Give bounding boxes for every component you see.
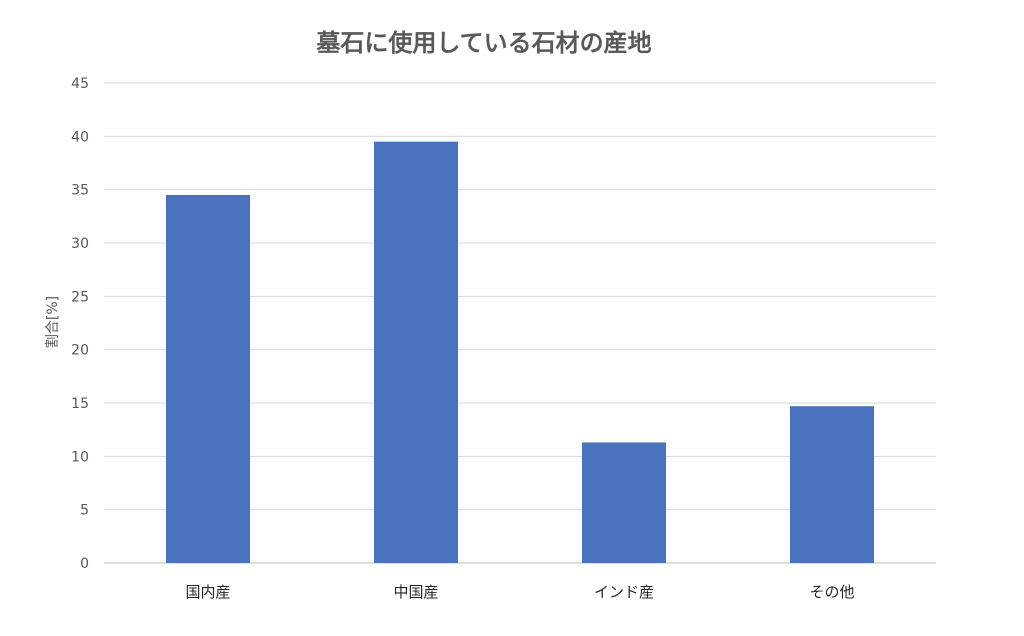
x-category-label: 国内産	[185, 583, 230, 601]
x-category-label: その他	[809, 583, 854, 601]
x-axis-categories: 国内産 中国産 インド産 その他	[185, 583, 854, 601]
y-tick-label: 25	[71, 289, 89, 305]
bar	[166, 195, 250, 563]
x-category-label: インド産	[594, 583, 654, 601]
chart-title: 墓石に使用している石材の産地	[315, 29, 651, 57]
bar	[582, 442, 666, 563]
y-tick-label: 40	[71, 129, 89, 145]
y-tick-label: 35	[71, 183, 89, 199]
y-tick-label: 15	[71, 396, 89, 412]
x-category-label: 中国産	[393, 583, 438, 601]
y-tick-label: 45	[71, 76, 89, 92]
bar	[374, 141, 458, 563]
y-tick-label: 5	[80, 503, 89, 519]
bars	[166, 141, 874, 563]
y-tick-label: 10	[71, 449, 89, 465]
y-axis-title: 割合[%]	[44, 296, 61, 348]
y-tick-label: 30	[71, 236, 89, 252]
bar	[790, 406, 874, 563]
y-axis-ticks: 0 5 10 15 20 25 30 35 40 45	[71, 76, 89, 572]
y-tick-label: 20	[71, 343, 89, 359]
y-tick-label: 0	[80, 556, 89, 572]
